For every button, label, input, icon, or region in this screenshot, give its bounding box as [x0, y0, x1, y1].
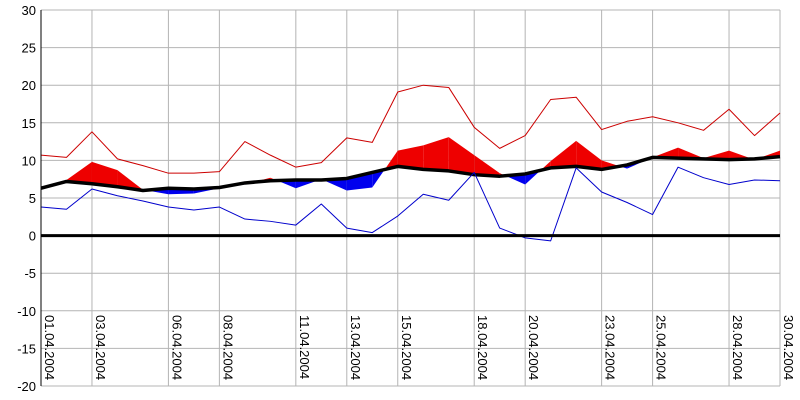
anomaly-above-area [117, 170, 143, 191]
y-tick-label: 5 [29, 191, 36, 206]
y-tick-labels: 30 25 20 15 10 5 0 -5 -10 -15 -20 [17, 3, 36, 394]
y-tick-label: 20 [22, 78, 36, 93]
anomaly-above-area [423, 137, 449, 171]
y-tick-label: 0 [29, 229, 36, 244]
x-tick-label: 28.04.2004 [730, 315, 745, 380]
y-tick-label: -15 [17, 341, 36, 356]
anomaly-below-area [372, 169, 385, 188]
anomaly-above-area [550, 140, 577, 168]
anomaly-above-area [576, 140, 602, 170]
x-tick-label: 08.04.2004 [220, 315, 235, 380]
normal-temperature-line [40, 154, 781, 193]
anomaly-above-area [678, 147, 704, 159]
x-tick-label: 03.04.2004 [93, 315, 108, 380]
y-tick-label: 15 [22, 116, 36, 131]
anomaly-above-area [384, 150, 398, 170]
anomaly-above-area [448, 137, 475, 175]
x-tick-label: 20.04.2004 [526, 315, 541, 380]
anomaly-below-area [295, 179, 320, 189]
anomaly-above-area [66, 161, 92, 184]
x-tick-label: 01.04.2004 [42, 315, 57, 380]
y-tick-label: -5 [24, 266, 36, 281]
x-tick-label: 30.04.2004 [781, 315, 796, 380]
y-tick-label: -20 [17, 379, 36, 394]
y-tick-label: -10 [17, 304, 36, 319]
anomaly-below-area [627, 157, 653, 169]
x-tick-label: 15.04.2004 [399, 315, 414, 380]
anomaly-above-area [474, 155, 500, 177]
max-temperature-line [40, 84, 781, 174]
y-tick-label: 25 [22, 41, 36, 56]
x-tick-labels: 01.04.2004 03.04.2004 06.04.2004 08.04.2004… [42, 315, 796, 380]
y-tick-label: 30 [22, 3, 36, 18]
y-tick-label: 10 [22, 153, 36, 168]
anomaly-above-area [397, 145, 424, 170]
x-tick-label: 18.04.2004 [475, 315, 490, 380]
x-tick-label: 11.04.2004 [297, 315, 312, 379]
x-tick-label: 25.04.2004 [654, 315, 669, 380]
anomaly-fills [41, 137, 780, 195]
anomaly-above-area [652, 147, 679, 159]
x-tick-label: 06.04.2004 [169, 315, 184, 380]
anomaly-below-area [322, 178, 347, 191]
min-temperature-line [40, 166, 781, 242]
anomaly-above-area [91, 161, 118, 187]
x-tick-label: 23.04.2004 [603, 315, 618, 380]
x-tick-label: 13.04.2004 [348, 315, 363, 380]
series-lines [40, 84, 781, 242]
